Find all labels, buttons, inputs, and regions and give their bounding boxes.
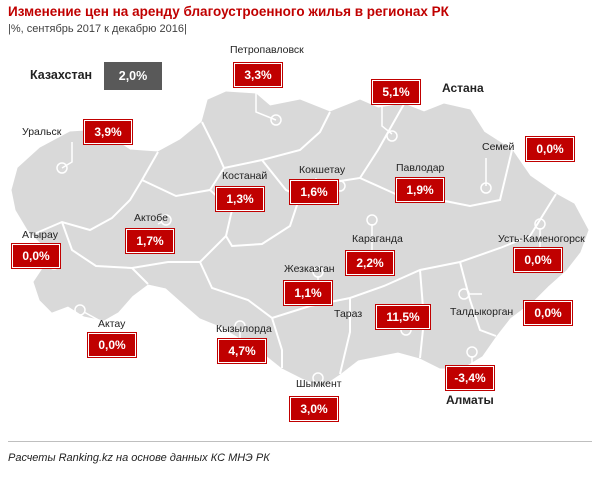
marker-kyzylorda bbox=[234, 320, 246, 332]
label-petropavlovsk: Петропавловск bbox=[230, 44, 304, 56]
label-kyzylorda: Кызылорда bbox=[216, 323, 272, 335]
page-title: Изменение цен на аренду благоустроенного… bbox=[8, 4, 449, 19]
value-karaganda: 2,2% bbox=[346, 251, 394, 275]
label-astana: Астана bbox=[442, 81, 484, 95]
value-shymkent: 3,0% bbox=[290, 397, 338, 421]
label-zhezkazgan: Жезказган bbox=[284, 263, 335, 275]
label-uralsk: Уральск bbox=[22, 126, 62, 138]
label-shymkent: Шымкент bbox=[296, 378, 342, 390]
value-uralsk: 3,9% bbox=[84, 120, 132, 144]
label-semey: Семей bbox=[482, 141, 515, 153]
country-value: 2,0% bbox=[104, 62, 162, 90]
footer-divider bbox=[8, 441, 592, 442]
label-atyrau: Атырау bbox=[22, 229, 58, 241]
marker-taldykorgan bbox=[458, 288, 470, 300]
value-almaty: -3,4% bbox=[446, 366, 494, 390]
value-petropavlovsk: 3,3% bbox=[234, 63, 282, 87]
page-subtitle: |%, сентябрь 2017 к декабрю 2016| bbox=[8, 23, 187, 35]
value-kostanay: 1,3% bbox=[216, 187, 264, 211]
value-aktobe: 1,7% bbox=[126, 229, 174, 253]
value-aktau: 0,0% bbox=[88, 333, 136, 357]
value-ust-kamenogorsk: 0,0% bbox=[514, 248, 562, 272]
value-zhezkazgan: 1,1% bbox=[284, 281, 332, 305]
label-taraz: Тараз bbox=[334, 308, 363, 320]
marker-aktobe bbox=[160, 214, 172, 226]
marker-aktau bbox=[74, 304, 86, 316]
value-atyrau: 0,0% bbox=[12, 244, 60, 268]
marker-shymkent bbox=[312, 372, 324, 384]
value-astana: 5,1% bbox=[372, 80, 420, 104]
label-karaganda: Караганда bbox=[352, 233, 403, 245]
value-pavlodar: 1,9% bbox=[396, 178, 444, 202]
label-kostanay: Костанай bbox=[222, 170, 268, 182]
marker-petropavlovsk bbox=[270, 114, 282, 126]
marker-semey bbox=[480, 182, 492, 194]
marker-zhezkazgan bbox=[312, 266, 324, 278]
label-almaty: Алматы bbox=[446, 393, 494, 407]
marker-astana bbox=[386, 130, 398, 142]
country-label: Казахстан bbox=[30, 68, 93, 82]
footer-source: Расчеты Ranking.kz на основе данных КС М… bbox=[8, 452, 270, 464]
value-kokshetau: 1,6% bbox=[290, 180, 338, 204]
label-aktau: Актау bbox=[98, 318, 126, 330]
label-taldykorgan: Талдыкорган bbox=[450, 306, 514, 318]
marker-ust-kamenogorsk bbox=[534, 218, 546, 230]
marker-uralsk bbox=[56, 162, 68, 174]
marker-almaty bbox=[466, 346, 478, 358]
value-semey: 0,0% bbox=[526, 137, 574, 161]
value-kyzylorda: 4,7% bbox=[218, 339, 266, 363]
value-taraz: 11,5% bbox=[376, 305, 430, 329]
label-aktobe: Актобе bbox=[134, 212, 168, 224]
value-taldykorgan: 0,0% bbox=[524, 301, 572, 325]
label-ust-kamenogorsk: Усть-Каменогорск bbox=[498, 233, 585, 245]
label-pavlodar: Павлодар bbox=[396, 162, 445, 174]
label-kokshetau: Кокшетау bbox=[299, 164, 346, 176]
marker-karaganda bbox=[366, 214, 378, 226]
